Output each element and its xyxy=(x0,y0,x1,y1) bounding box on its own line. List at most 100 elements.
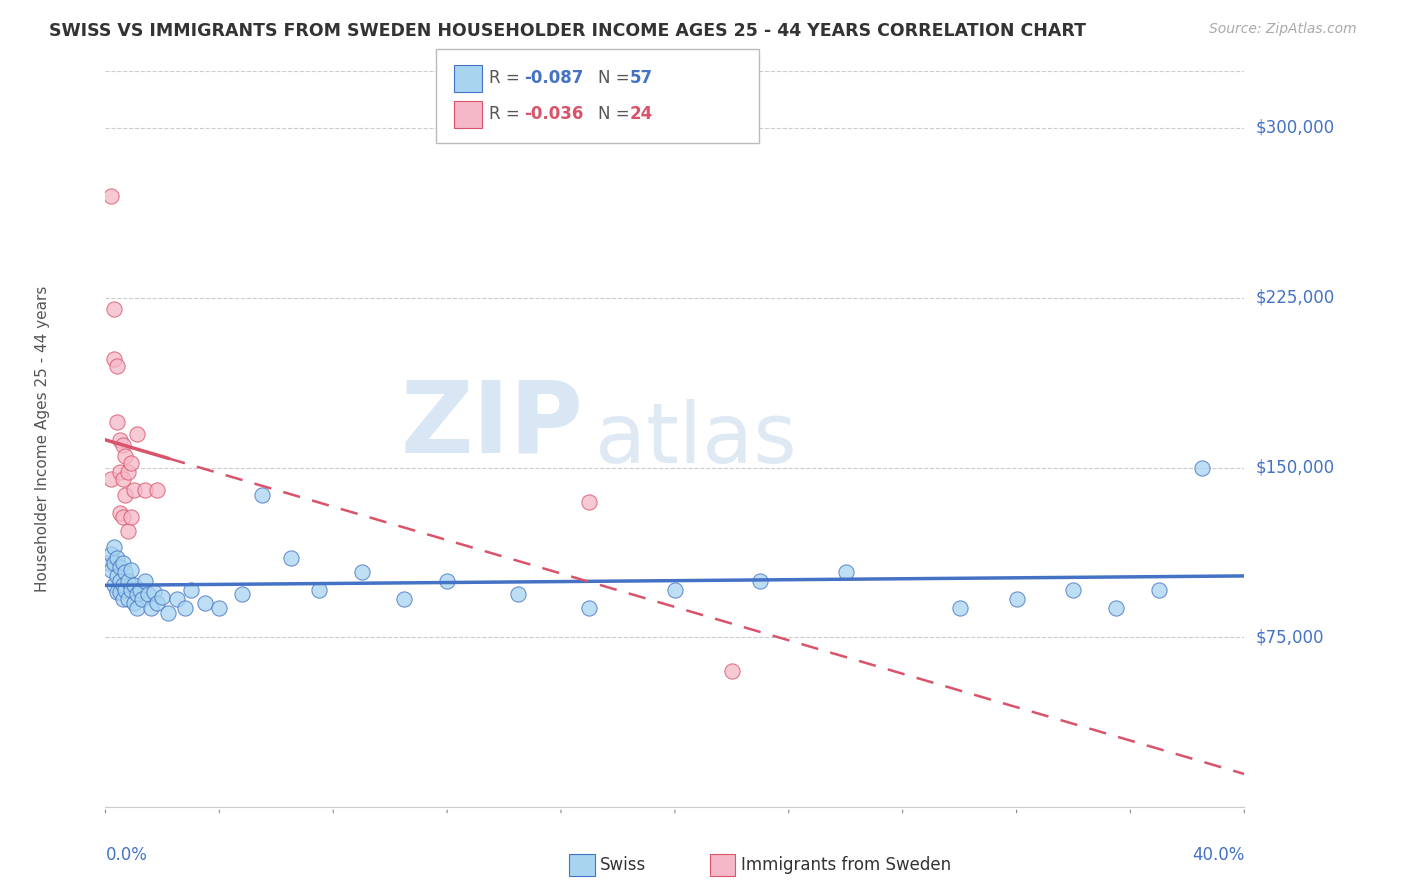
Point xyxy=(749,574,772,588)
Point xyxy=(122,578,145,592)
Point xyxy=(835,565,858,579)
Point xyxy=(152,590,174,604)
Point xyxy=(108,434,131,448)
Point xyxy=(111,578,134,592)
Text: 0.0%: 0.0% xyxy=(105,847,148,864)
Point xyxy=(108,574,131,588)
Point xyxy=(394,591,416,606)
Point xyxy=(120,510,142,524)
Point xyxy=(105,359,128,373)
Text: Householder Income Ages 25 - 44 years: Householder Income Ages 25 - 44 years xyxy=(35,286,51,592)
Point xyxy=(103,556,125,570)
Point xyxy=(103,302,125,317)
Point xyxy=(125,426,148,441)
Point xyxy=(280,551,302,566)
Point xyxy=(111,510,134,524)
Point xyxy=(948,601,970,615)
Point xyxy=(105,551,128,566)
Point xyxy=(105,585,128,599)
Point xyxy=(97,556,120,570)
Text: ZIP: ZIP xyxy=(401,376,583,473)
Text: $225,000: $225,000 xyxy=(1256,289,1334,307)
Point xyxy=(117,574,139,588)
Point xyxy=(103,351,125,366)
Point xyxy=(436,574,458,588)
Text: $75,000: $75,000 xyxy=(1256,629,1324,647)
Text: R =: R = xyxy=(489,105,526,123)
Point xyxy=(114,565,136,579)
Point xyxy=(122,597,145,611)
Point xyxy=(308,582,330,597)
Point xyxy=(105,415,128,429)
Point xyxy=(1147,582,1170,597)
Point xyxy=(103,540,125,554)
Point xyxy=(174,601,197,615)
Text: -0.087: -0.087 xyxy=(524,70,583,87)
Point xyxy=(114,488,136,502)
Point xyxy=(720,665,742,679)
Point xyxy=(157,606,180,620)
Text: SWISS VS IMMIGRANTS FROM SWEDEN HOUSEHOLDER INCOME AGES 25 - 44 YEARS CORRELATIO: SWISS VS IMMIGRANTS FROM SWEDEN HOUSEHOL… xyxy=(49,22,1087,40)
Point xyxy=(578,494,600,508)
Point xyxy=(208,601,231,615)
Point xyxy=(120,582,142,597)
Point xyxy=(100,562,122,576)
Text: Swiss: Swiss xyxy=(600,856,647,874)
Text: 57: 57 xyxy=(630,70,652,87)
Point xyxy=(111,438,134,452)
Point xyxy=(664,582,686,597)
Point xyxy=(1063,582,1085,597)
Point xyxy=(136,587,159,601)
Text: 24: 24 xyxy=(630,105,654,123)
Point xyxy=(117,465,139,479)
Point xyxy=(105,569,128,583)
Point xyxy=(145,483,167,498)
Point xyxy=(100,472,122,486)
Point xyxy=(122,483,145,498)
Point xyxy=(100,189,122,203)
Point xyxy=(250,488,273,502)
Point xyxy=(1191,460,1213,475)
Text: N =: N = xyxy=(598,105,634,123)
Text: atlas: atlas xyxy=(595,399,797,480)
Text: 40.0%: 40.0% xyxy=(1192,847,1244,864)
Point xyxy=(108,585,131,599)
Point xyxy=(194,597,217,611)
Point xyxy=(125,601,148,615)
Point xyxy=(1005,591,1028,606)
Point xyxy=(108,465,131,479)
Text: R =: R = xyxy=(489,70,526,87)
Point xyxy=(117,524,139,538)
Point xyxy=(231,587,253,601)
Text: -0.036: -0.036 xyxy=(524,105,583,123)
Text: $150,000: $150,000 xyxy=(1256,458,1334,476)
Point xyxy=(142,585,165,599)
Point xyxy=(139,601,162,615)
Text: Source: ZipAtlas.com: Source: ZipAtlas.com xyxy=(1209,22,1357,37)
Text: $300,000: $300,000 xyxy=(1256,119,1334,137)
Point xyxy=(578,601,600,615)
Point xyxy=(350,565,373,579)
Point xyxy=(103,578,125,592)
Point xyxy=(134,574,156,588)
Point xyxy=(120,562,142,576)
Point xyxy=(117,591,139,606)
Point xyxy=(1105,601,1128,615)
Point xyxy=(108,506,131,520)
Point xyxy=(180,582,202,597)
Point xyxy=(128,582,150,597)
Point xyxy=(131,591,153,606)
Point xyxy=(145,597,167,611)
Point xyxy=(114,582,136,597)
Point xyxy=(108,560,131,574)
Point xyxy=(166,591,188,606)
Point xyxy=(114,450,136,464)
Point xyxy=(100,547,122,561)
Point xyxy=(125,587,148,601)
Point xyxy=(134,483,156,498)
Point xyxy=(111,556,134,570)
Point xyxy=(111,472,134,486)
Text: Immigrants from Sweden: Immigrants from Sweden xyxy=(741,856,950,874)
Point xyxy=(508,587,530,601)
Text: N =: N = xyxy=(598,70,634,87)
